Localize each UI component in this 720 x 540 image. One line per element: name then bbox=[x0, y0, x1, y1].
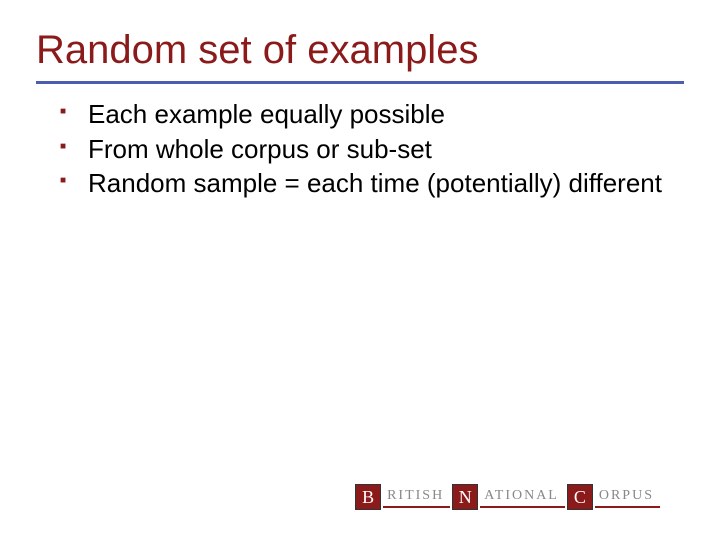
bullet-item: Each example equally possible bbox=[60, 98, 684, 131]
title-divider bbox=[36, 81, 684, 84]
bnc-logo: B RITISH N ATIONAL C ORPUS bbox=[355, 484, 660, 510]
slide: Random set of examples Each example equa… bbox=[0, 0, 720, 540]
logo-word-british: RITISH bbox=[383, 486, 450, 508]
bullet-list: Each example equally possible From whole… bbox=[36, 98, 684, 200]
logo-word-national: ATIONAL bbox=[480, 486, 565, 508]
bullet-item: From whole corpus or sub-set bbox=[60, 133, 684, 166]
logo-word-corpus: ORPUS bbox=[595, 486, 660, 508]
logo-letter-b: B bbox=[355, 484, 381, 510]
logo-letter-n: N bbox=[452, 484, 478, 510]
bullet-item: Random sample = each time (potentially) … bbox=[60, 167, 684, 200]
logo-letter-c: C bbox=[567, 484, 593, 510]
slide-title: Random set of examples bbox=[36, 28, 684, 73]
